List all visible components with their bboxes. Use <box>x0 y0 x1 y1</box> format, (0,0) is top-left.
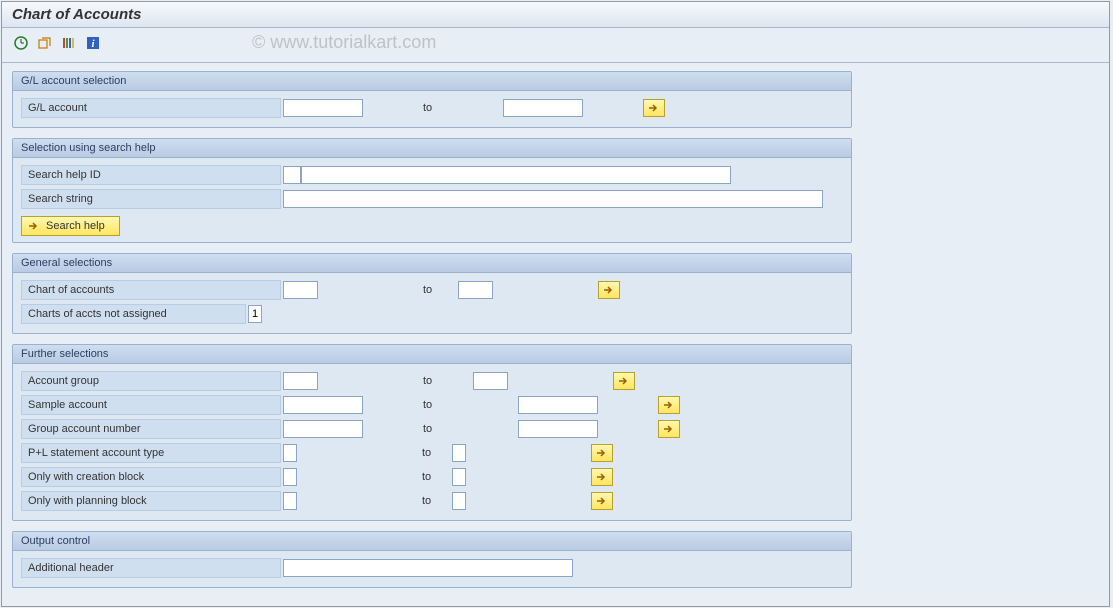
pl-type-from-input[interactable] <box>283 444 297 462</box>
selection-options-icon[interactable] <box>60 34 78 52</box>
planning-block-from-input[interactable] <box>283 492 297 510</box>
row-creation-block: Only with creation block to <box>21 466 843 488</box>
group-header: Selection using search help <box>13 139 851 158</box>
multi-select-button[interactable] <box>658 420 680 438</box>
search-help-button[interactable]: Search help <box>21 216 120 236</box>
additional-header-input[interactable] <box>283 559 573 577</box>
search-help-id-small-input[interactable] <box>283 166 301 184</box>
charts-not-assigned-input[interactable] <box>248 305 262 323</box>
to-label: to <box>297 495 452 507</box>
sample-account-from-input[interactable] <box>283 396 363 414</box>
label-chart-of-accounts: Chart of accounts <box>21 280 281 300</box>
group-account-from-input[interactable] <box>283 420 363 438</box>
group-header: General selections <box>13 254 851 273</box>
toolbar: i © www.tutorialkart.com <box>2 28 1109 63</box>
multi-select-button[interactable] <box>613 372 635 390</box>
label-search-help-id: Search help ID <box>21 165 281 185</box>
app-window: Chart of Accounts i © www.tutorialkart.c… <box>1 1 1110 607</box>
row-chart-of-accounts: Chart of accounts to <box>21 279 843 301</box>
label-group-account-number: Group account number <box>21 419 281 439</box>
to-label: to <box>318 284 458 296</box>
label-gl-account: G/L account <box>21 98 281 118</box>
multi-select-button[interactable] <box>591 468 613 486</box>
to-label: to <box>297 447 452 459</box>
search-help-id-input[interactable] <box>301 166 731 184</box>
pl-type-to-input[interactable] <box>452 444 466 462</box>
sample-account-to-input[interactable] <box>518 396 598 414</box>
content-area: G/L account selection G/L account to Sel… <box>2 63 1109 606</box>
info-icon[interactable]: i <box>84 34 102 52</box>
multi-select-button[interactable] <box>643 99 665 117</box>
multi-select-button[interactable] <box>591 492 613 510</box>
title-bar: Chart of Accounts <box>2 2 1109 28</box>
row-pl-statement-type: P+L statement account type to <box>21 442 843 464</box>
group-header: G/L account selection <box>13 72 851 91</box>
page-title: Chart of Accounts <box>12 6 1099 23</box>
search-string-input[interactable] <box>283 190 823 208</box>
multi-select-button[interactable] <box>591 444 613 462</box>
label-charts-not-assigned: Charts of accts not assigned <box>21 304 246 324</box>
gl-account-to-input[interactable] <box>503 99 583 117</box>
chart-to-input[interactable] <box>458 281 493 299</box>
row-search-help-id: Search help ID <box>21 164 843 186</box>
group-account-to-input[interactable] <box>518 420 598 438</box>
creation-block-to-input[interactable] <box>452 468 466 486</box>
account-group-to-input[interactable] <box>473 372 508 390</box>
chart-from-input[interactable] <box>283 281 318 299</box>
account-group-from-input[interactable] <box>283 372 318 390</box>
to-label: to <box>363 399 518 411</box>
group-header: Output control <box>13 532 851 551</box>
creation-block-from-input[interactable] <box>283 468 297 486</box>
label-search-string: Search string <box>21 189 281 209</box>
group-header: Further selections <box>13 345 851 364</box>
arrow-right-icon <box>28 221 40 231</box>
row-planning-block: Only with planning block to <box>21 490 843 512</box>
search-help-button-label: Search help <box>46 220 105 232</box>
group-general-selections: General selections Chart of accounts to … <box>12 253 852 334</box>
to-label: to <box>363 102 503 114</box>
group-output-control: Output control Additional header <box>12 531 852 588</box>
label-sample-account: Sample account <box>21 395 281 415</box>
watermark: © www.tutorialkart.com <box>252 32 436 53</box>
row-search-string: Search string <box>21 188 843 210</box>
row-account-group: Account group to <box>21 370 843 392</box>
group-gl-selection: G/L account selection G/L account to <box>12 71 852 128</box>
row-sample-account: Sample account to <box>21 394 843 416</box>
label-pl-statement-type: P+L statement account type <box>21 443 281 463</box>
to-label: to <box>318 375 473 387</box>
group-further-selections: Further selections Account group to Samp… <box>12 344 852 521</box>
label-planning-block: Only with planning block <box>21 491 281 511</box>
row-group-account-number: Group account number to <box>21 418 843 440</box>
multi-select-button[interactable] <box>658 396 680 414</box>
multi-select-button[interactable] <box>598 281 620 299</box>
label-additional-header: Additional header <box>21 558 281 578</box>
row-additional-header: Additional header <box>21 557 843 579</box>
variant-icon[interactable] <box>36 34 54 52</box>
execute-icon[interactable] <box>12 34 30 52</box>
group-search-help: Selection using search help Search help … <box>12 138 852 243</box>
to-label: to <box>297 471 452 483</box>
label-creation-block: Only with creation block <box>21 467 281 487</box>
to-label: to <box>363 423 518 435</box>
label-account-group: Account group <box>21 371 281 391</box>
row-charts-not-assigned: Charts of accts not assigned <box>21 303 843 325</box>
row-gl-account: G/L account to <box>21 97 843 119</box>
gl-account-from-input[interactable] <box>283 99 363 117</box>
planning-block-to-input[interactable] <box>452 492 466 510</box>
